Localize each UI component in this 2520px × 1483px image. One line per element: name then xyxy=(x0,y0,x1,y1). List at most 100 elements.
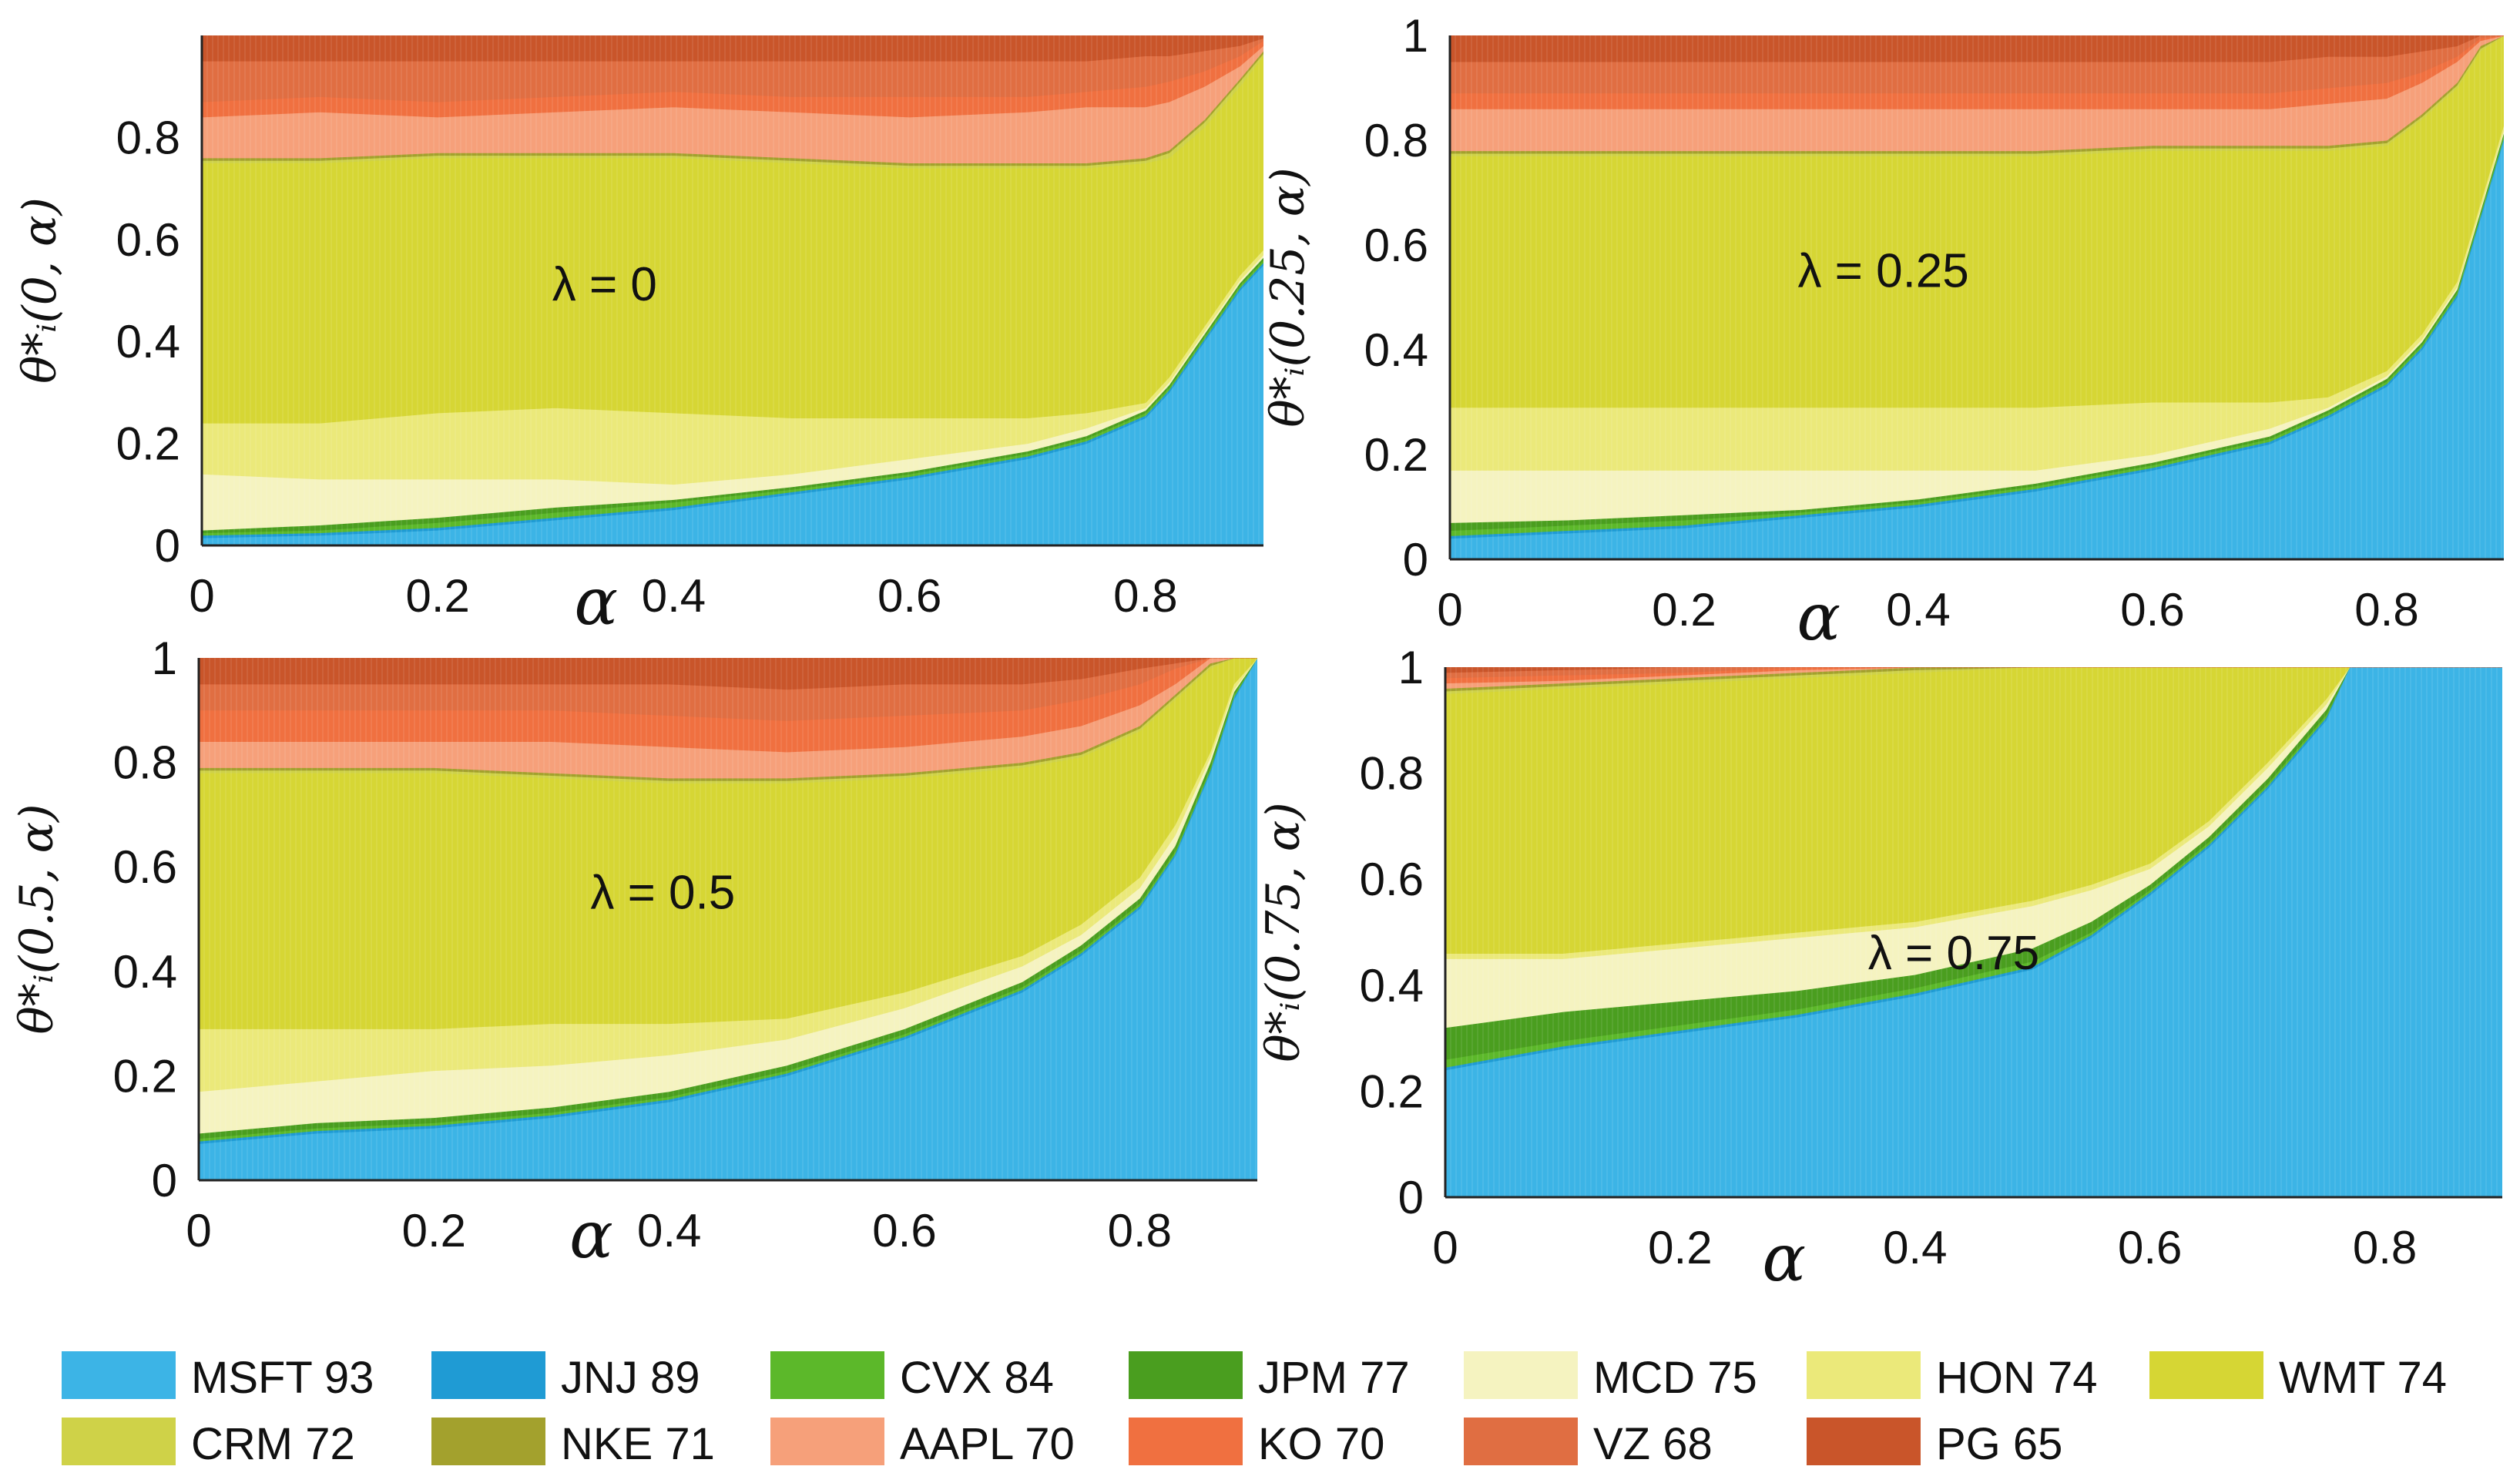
legend-label: WMT 74 xyxy=(2279,1353,2447,1403)
chart-panels: 0 0.2 0.4 0.6 0.8 0 0.2 0.4 0.6 0.8 α θ*ᵢ(0, α) λ = … xyxy=(10,10,2504,1296)
legend: MSFT 93 JNJ 89 CVX 84 JPM 77 MCD 75 HON 74 WMT… xyxy=(62,1351,2447,1469)
lambda-annotation: λ = 0 xyxy=(552,258,657,311)
area-pg-65 xyxy=(1450,35,2504,62)
legend-item-jnj-89: JNJ 89 xyxy=(431,1351,700,1403)
y-tick-label: 1 xyxy=(152,632,177,684)
y-tick-label: 1 xyxy=(1398,642,1424,693)
x-tick-label: 0.4 xyxy=(642,570,706,622)
legend-label: HON 74 xyxy=(1936,1353,2098,1403)
y-tick-label: 0.8 xyxy=(113,737,177,789)
y-axis-label: θ*ᵢ(0.25, α) xyxy=(1261,167,1315,427)
legend-item-nke-71: NKE 71 xyxy=(431,1418,715,1469)
y-tick-label: 0.6 xyxy=(1364,220,1428,271)
legend-item-vz-68: VZ 68 xyxy=(1464,1418,1713,1469)
y-tick-label: 0.8 xyxy=(1364,115,1428,166)
legend-swatch xyxy=(770,1418,884,1465)
bar-stripes xyxy=(199,658,1257,1180)
legend-item-cvx-84: CVX 84 xyxy=(770,1351,1054,1403)
legend-item-pg-65: PG 65 xyxy=(1807,1418,2062,1469)
area-layers xyxy=(199,658,1257,1180)
x-tick-label: 0.6 xyxy=(2120,584,2184,636)
y-axis-label: θ*ᵢ(0.75, α) xyxy=(1257,802,1310,1062)
y-tick-label: 0.2 xyxy=(113,1050,177,1102)
y-tick-label: 0.8 xyxy=(116,112,180,163)
area-pg-65 xyxy=(202,35,1263,62)
legend-item-jpm-77: JPM 77 xyxy=(1129,1351,1410,1403)
x-tick-label: 0.6 xyxy=(877,570,941,622)
y-tick-label: 0 xyxy=(152,1155,177,1206)
legend-label: NKE 71 xyxy=(561,1419,715,1469)
legend-label: MCD 75 xyxy=(1593,1353,1757,1403)
area-layers xyxy=(1450,35,2504,559)
legend-item-aapl-70: AAPL 70 xyxy=(770,1418,1075,1469)
y-tick-label: 0.2 xyxy=(1364,429,1428,481)
legend-swatch xyxy=(1807,1418,1921,1465)
chart-panel-3: 0 0.2 0.4 0.6 0.8 0 0.2 0.4 0.6 0.8 1 α θ*ᵢ(0.5, α) λ… xyxy=(10,632,1257,1273)
y-tick-label: 0.4 xyxy=(1360,960,1424,1012)
x-axis-label: α xyxy=(574,564,618,639)
legend-swatch xyxy=(770,1351,884,1399)
y-tick-label: 0.8 xyxy=(1360,748,1424,800)
chart-panel-4: 0 0.2 0.4 0.6 0.8 0 0.2 0.4 0.6 0.8 1 α θ*ᵢ(0.75, α)… xyxy=(1257,642,2502,1296)
area-pg-65 xyxy=(199,658,1257,690)
legend-item-wmt-74: WMT 74 xyxy=(2149,1351,2447,1403)
legend-label: KO 70 xyxy=(1258,1419,1384,1469)
y-tick-label: 0.6 xyxy=(113,841,177,893)
chart-panel-1: 0 0.2 0.4 0.6 0.8 0 0.2 0.4 0.6 0.8 α θ*ᵢ(0, α) λ = … xyxy=(13,35,1263,639)
x-tick-label: 0.8 xyxy=(2353,1222,2417,1273)
x-tick-label: 0.2 xyxy=(406,570,470,622)
legend-item-crm-72: CRM 72 xyxy=(62,1418,355,1469)
x-tick-label: 0.8 xyxy=(1108,1205,1172,1257)
area-ko-70 xyxy=(1445,667,2502,684)
bar-stripes xyxy=(1450,35,2502,559)
area-layers xyxy=(202,35,1263,545)
legend-label: PG 65 xyxy=(1936,1419,2062,1469)
y-tick-label: 0.4 xyxy=(1364,324,1428,376)
x-tick-label: 0.2 xyxy=(1648,1222,1712,1273)
legend-label: CVX 84 xyxy=(900,1353,1054,1403)
y-tick-label: 0.2 xyxy=(1360,1065,1424,1117)
legend-label: CRM 72 xyxy=(191,1419,355,1469)
legend-swatch xyxy=(431,1351,545,1399)
y-tick-label: 0.4 xyxy=(116,316,180,367)
legend-swatch xyxy=(1129,1351,1243,1399)
legend-label: JNJ 89 xyxy=(561,1353,700,1403)
lambda-annotation: λ = 0.5 xyxy=(590,866,735,919)
x-tick-label: 0.8 xyxy=(2354,584,2418,636)
area-layers xyxy=(1445,667,2502,1197)
x-axis-label: α xyxy=(1797,579,1841,655)
x-tick-label: 0.2 xyxy=(402,1205,466,1257)
y-tick-label: 0 xyxy=(1403,534,1428,585)
legend-label: VZ 68 xyxy=(1593,1419,1713,1469)
y-axis-label: θ*ᵢ(0, α) xyxy=(13,197,67,384)
lambda-annotation: λ = 0.25 xyxy=(1797,244,1968,297)
y-tick-label: 0.2 xyxy=(116,418,180,470)
y-tick-label: 0.6 xyxy=(116,214,180,266)
x-axis-label: α xyxy=(1762,1220,1806,1296)
x-tick-label: 0 xyxy=(1432,1222,1458,1273)
y-tick-label: 0 xyxy=(1398,1172,1424,1223)
bar-stripes xyxy=(1445,667,2498,1197)
legend-swatch xyxy=(1129,1418,1243,1465)
legend-item-mcd-75: MCD 75 xyxy=(1464,1351,1757,1403)
x-tick-label: 0.4 xyxy=(1883,1222,1947,1273)
x-tick-label: 0 xyxy=(189,570,214,622)
x-tick-label: 0.8 xyxy=(1113,570,1177,622)
legend-item-hon-74: HON 74 xyxy=(1807,1351,2098,1403)
legend-swatch xyxy=(1464,1351,1578,1399)
area-aapl-70 xyxy=(1445,667,2502,689)
bar-stripes xyxy=(202,35,1260,545)
area-pg-65 xyxy=(1445,667,2502,673)
x-axis-label: α xyxy=(569,1197,613,1273)
y-tick-label: 0.4 xyxy=(113,946,177,998)
y-tick-label: 0.6 xyxy=(1360,854,1424,905)
chart-panel-2: 0 0.2 0.4 0.6 0.8 0 0.2 0.4 0.6 0.8 1 α θ*ᵢ(0.25, α)… xyxy=(1261,10,2504,655)
legend-swatch xyxy=(1464,1418,1578,1465)
legend-swatch xyxy=(431,1418,545,1465)
legend-swatch xyxy=(62,1351,176,1399)
legend-label: AAPL 70 xyxy=(900,1419,1075,1469)
x-tick-label: 0.4 xyxy=(637,1205,701,1257)
legend-swatch xyxy=(1807,1351,1921,1399)
x-tick-label: 0 xyxy=(186,1205,211,1257)
lambda-annotation: λ = 0.75 xyxy=(1868,927,2039,980)
